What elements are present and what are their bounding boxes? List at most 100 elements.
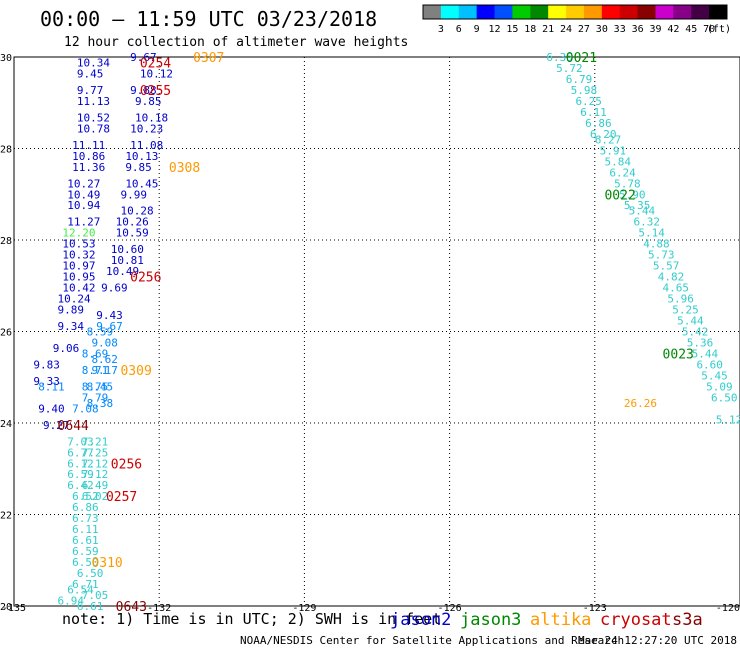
- wave-height-value: 6.61: [72, 534, 99, 547]
- wave-height-value: 10.78: [77, 122, 110, 135]
- wave-height-value: 10.59: [116, 227, 149, 240]
- wave-height-value: 12.20: [62, 227, 95, 240]
- wave-height-value: 6.77: [67, 446, 94, 459]
- wave-height-value: 10.81: [111, 254, 144, 267]
- wave-height-value: 9.99: [120, 188, 147, 201]
- wave-height-value: 6.11: [72, 523, 99, 536]
- y-tick-label: 22: [0, 511, 12, 522]
- note-text: note: 1) Time is in UTC; 2) SWH is in fe…: [62, 610, 441, 628]
- colorbar-swatch: [619, 5, 639, 19]
- colorbar-swatch: [494, 5, 513, 19]
- satellite-legend-entry: jason2: [390, 610, 451, 630]
- wave-height-value: 6.60: [696, 358, 723, 371]
- wave-height-value: 9.69: [101, 282, 128, 295]
- colorbar-border: [422, 4, 728, 20]
- wave-height-value: 11.08: [130, 139, 163, 152]
- wave-height-value: 5.44: [629, 205, 656, 218]
- wave-height-value: 9.88: [130, 84, 157, 97]
- wave-height-value: 6.71: [72, 578, 99, 591]
- colorbar-label: 6: [456, 24, 462, 35]
- wave-height-value: 9.08: [91, 336, 118, 349]
- wave-height-value: 5.57: [653, 260, 680, 273]
- pass-label: 0021: [566, 51, 597, 66]
- wave-height-value: 9.85: [135, 95, 162, 108]
- wave-height-value: 10.32: [62, 249, 95, 262]
- y-axis-ticks: 30 28 28 26 24 22 20: [0, 53, 12, 613]
- wave-height-value: 10.42: [62, 282, 95, 295]
- colorbar-label: 18: [524, 24, 536, 35]
- wave-height-value: 4.88: [643, 238, 670, 251]
- wave-height-value: 10.60: [111, 243, 144, 256]
- wave-height-value: 26.26: [624, 397, 657, 410]
- wave-height-value: 5.35: [624, 199, 651, 212]
- pass-label: 0256: [130, 271, 161, 286]
- wave-height-value: 10.97: [62, 260, 95, 273]
- wave-height-value: 8.75: [82, 380, 109, 393]
- wave-height-value: 6.59: [72, 545, 99, 558]
- wave-height-value: 10.94: [67, 199, 100, 212]
- colorbar-label: 9: [474, 24, 480, 35]
- x-tick-label: -129: [292, 603, 316, 614]
- wave-height-value: 6.86: [72, 501, 99, 514]
- wave-height-value: 11.27: [67, 216, 100, 229]
- wave-height-value: 9.43: [96, 309, 123, 322]
- pass-label: 0023: [663, 347, 694, 362]
- wave-height-value: 6.25: [575, 95, 602, 108]
- wave-height-value: 10.12: [140, 67, 173, 80]
- colorbar-swatch: [566, 5, 585, 19]
- wave-height-value: 5.73: [648, 249, 675, 262]
- pass-label: 0022: [604, 188, 635, 203]
- colorbar-swatch: [458, 5, 478, 19]
- x-tick-label: -120: [716, 603, 740, 614]
- colorbar-label: 33: [614, 24, 626, 35]
- wave-height-value: 5.36: [687, 336, 714, 349]
- wave-height-value: 9.33: [33, 375, 60, 388]
- colorbar-swatch: [530, 5, 549, 19]
- pass-labels: 0307 0254 0255 0308 0256 0309 0644 0256 0257 0310…: [58, 51, 694, 615]
- y-tick-label: 24: [0, 419, 12, 430]
- wave-height-value: 9.89: [58, 304, 84, 317]
- wave-height-value: 6.42: [67, 479, 94, 492]
- wave-height-value: 4.82: [658, 271, 685, 284]
- colorbar-unit: (ft): [707, 24, 731, 35]
- wave-height-value: 8.62: [91, 353, 118, 366]
- wave-height-value: 6.27: [595, 133, 622, 146]
- wave-height-value: 8.59: [87, 326, 114, 339]
- wave-height-value: 10.27: [67, 177, 100, 190]
- wave-height-value: 6.52: [72, 490, 99, 503]
- wave-height-value: 10.53: [62, 238, 95, 251]
- pass-label: 0255: [140, 84, 171, 99]
- colorbar-label: 45: [685, 24, 697, 35]
- y-tick-label: 28: [0, 236, 12, 247]
- wave-height-value: 10.18: [135, 111, 168, 124]
- wave-height-value: 5.42: [682, 326, 709, 339]
- wave-height-value: 7.05: [82, 589, 109, 602]
- pass-label: 0307: [193, 51, 224, 66]
- satellite-legend-entry: s3a: [672, 610, 703, 630]
- wave-height-value: 10.49: [106, 265, 139, 278]
- x-tick-label: -123: [583, 603, 607, 614]
- colorbar-label: 15: [506, 24, 518, 35]
- wave-height-value: 5.44: [677, 315, 704, 328]
- wave-height-value: 9.40: [38, 402, 64, 415]
- pass-label: 0309: [120, 364, 151, 379]
- credit-text: NOAA/NESDIS Center for Satellite Applica…: [240, 634, 624, 647]
- wave-height-value: 6.86: [585, 117, 612, 130]
- wave-height-value: 6.79: [566, 73, 593, 86]
- wave-height-value: 7.25: [82, 446, 109, 459]
- wave-height-value: 9.83: [33, 358, 60, 371]
- colorbar-label: 27: [578, 24, 590, 35]
- wave-height-value: 10.26: [116, 216, 149, 229]
- pass-label: 0308: [169, 161, 200, 176]
- wave-height-value: 6.02: [82, 490, 109, 503]
- wave-height-value: 10.45: [125, 177, 158, 190]
- wave-height-value: 9.67: [130, 51, 157, 64]
- wave-height-value: 11.13: [77, 95, 110, 108]
- generated-timestamp: Mar 24 12:27:20 UTC 2018: [578, 634, 737, 647]
- wave-height-value: 6.54: [67, 584, 94, 597]
- wave-height-value: 9.45: [77, 67, 104, 80]
- chart-title: 00:00 – 11:59 UTC 03/23/2018: [40, 7, 377, 31]
- wave-height-value: 7.03: [67, 435, 94, 448]
- wave-height-value: 8.71: [82, 364, 109, 377]
- x-tick-label: -135: [2, 603, 26, 614]
